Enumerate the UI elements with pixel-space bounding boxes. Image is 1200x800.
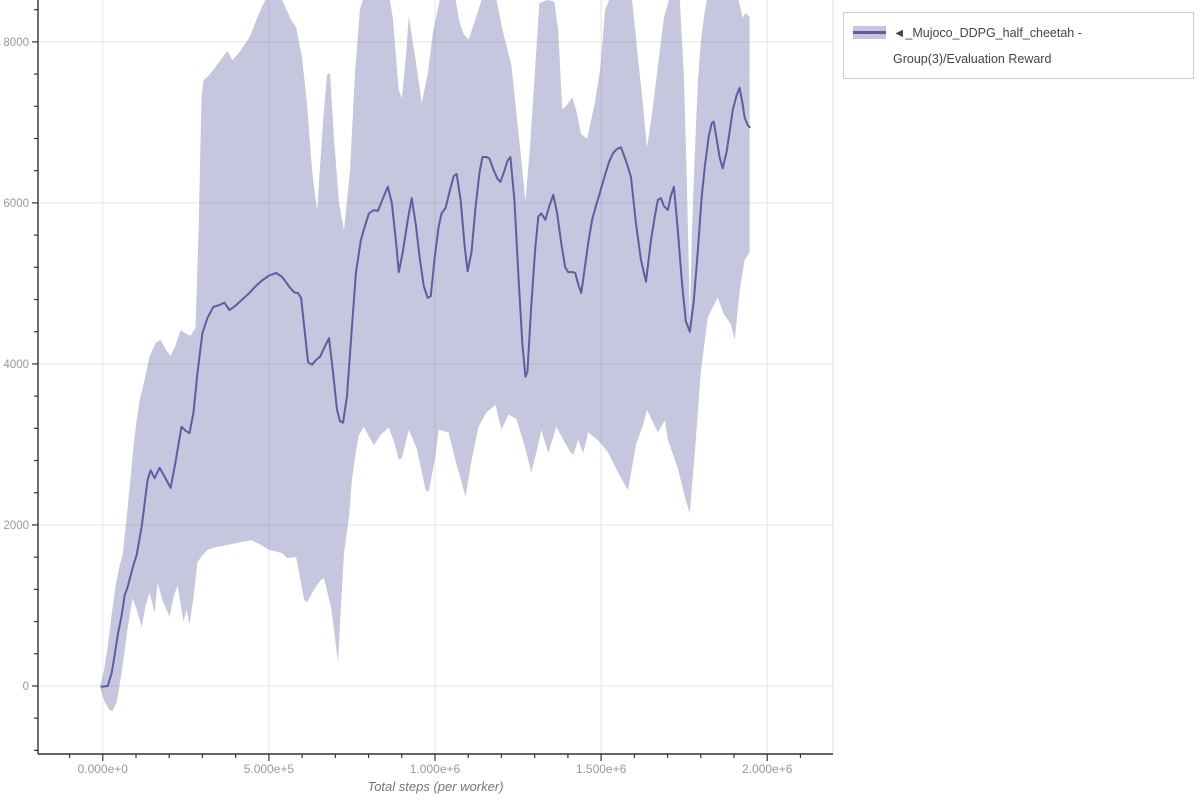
confidence-band bbox=[99, 0, 750, 711]
x-tick-label: 1.500e+6 bbox=[576, 762, 627, 776]
legend-item[interactable]: ◄_Mujoco_DDPG_half_cheetah - Group(3)/Ev… bbox=[843, 12, 1194, 79]
x-tick-label: 5.000e+5 bbox=[244, 762, 295, 776]
legend-swatch-line-icon bbox=[853, 31, 886, 34]
x-tick-label: 1.000e+6 bbox=[410, 762, 461, 776]
y-tick-label: 6000 bbox=[3, 198, 29, 210]
x-axis-title: Total steps (per worker) bbox=[367, 779, 504, 794]
y-tick-label: 8000 bbox=[3, 37, 29, 49]
legend-label: ◄_Mujoco_DDPG_half_cheetah - Group(3)/Ev… bbox=[893, 26, 1082, 66]
legend-swatch-band-icon bbox=[853, 26, 886, 39]
y-tick-label: 2000 bbox=[3, 520, 29, 532]
y-tick-label: 4000 bbox=[3, 359, 29, 371]
mean-line bbox=[100, 86, 751, 688]
plot-area[interactable]: 0.000e+0 5.000e+5 1.000e+6 1.500e+6 2.000e+6… bbox=[0, 0, 840, 800]
x-tick-label: 0.000e+0 bbox=[78, 762, 129, 776]
x-tick-label: 2.000e+6 bbox=[742, 762, 793, 776]
y-tick-label: 0 bbox=[23, 681, 29, 693]
